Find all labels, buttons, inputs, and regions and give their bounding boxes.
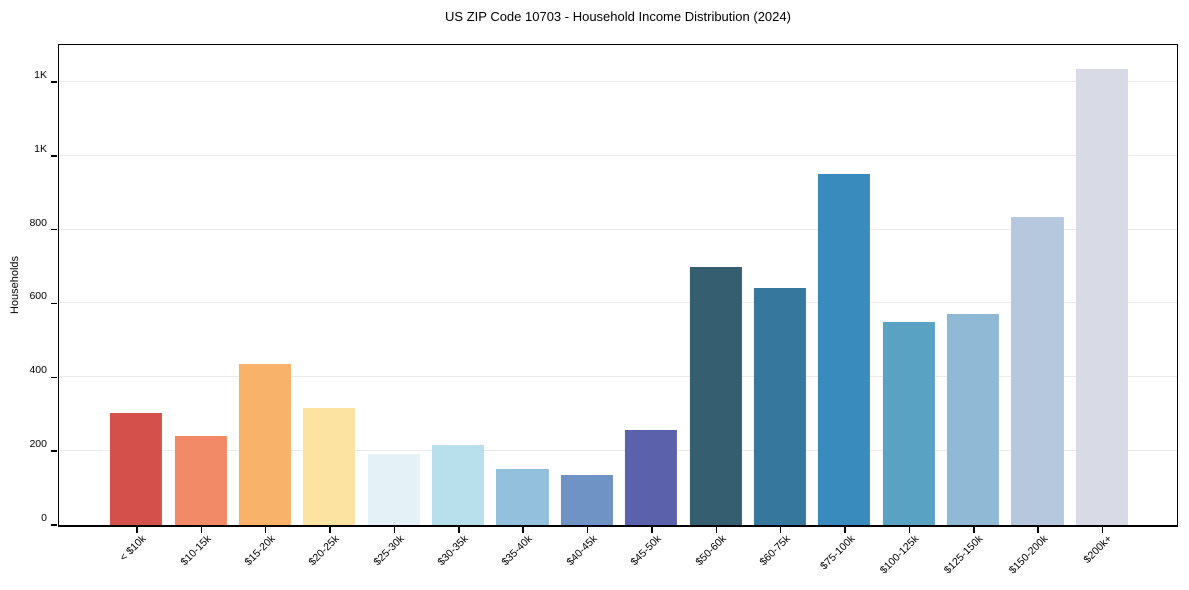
x-tick-mark [586,527,589,533]
y-tick-mark [51,376,57,379]
bar [753,288,807,525]
bar-slot: $60-75k [748,45,812,568]
bar-slot: $100-125k [877,45,941,576]
x-tick-mark [393,527,396,533]
y-tick-mark [51,450,57,452]
bar-slot: $10-15k [168,45,232,568]
gridline [59,228,1177,230]
bar [431,444,485,525]
bar-slot: $30-35k [426,45,490,568]
x-tick-label: $100-125k [877,532,922,577]
y-tick-label: 600 [29,290,47,303]
x-tick-mark [522,527,524,533]
bar [818,174,871,525]
gridline [59,154,1177,156]
y-tick-label: 200 [29,438,47,451]
bar [238,363,292,525]
bar-slot: $75-100k [812,45,876,572]
x-tick-label: $30-35k [435,532,471,569]
bar [882,321,935,525]
bar-slot: $150-200k [1005,45,1069,576]
y-tick-mark [51,524,57,526]
bar [946,314,1000,525]
bar [174,436,227,525]
bar [1011,216,1064,525]
x-tick-mark [264,527,267,533]
x-tick-label: $10-15k [177,532,214,569]
bar [560,475,613,525]
x-tick-label: $150-200k [1006,532,1051,577]
bar [367,454,420,525]
x-tick-label: $40-45k [564,532,600,569]
bar-slot: $40-45k [555,45,619,568]
x-tick-mark [329,527,331,533]
x-tick-label: $60-75k [757,532,793,569]
x-tick-mark [779,527,782,533]
y-tick-mark [51,302,57,305]
x-tick-label: $35-40k [499,532,536,569]
x-tick-label: $45-50k [628,532,664,569]
y-tick-label: 1K [34,68,47,81]
y-tick-label: 0 [41,512,47,524]
x-tick-mark [1101,527,1104,533]
x-tick-mark [1037,527,1039,533]
gridline [59,80,1177,82]
x-tick-label: $50-60k [692,532,729,569]
x-tick-label: $125-150k [942,532,986,577]
bar-slot: $200k+ [1070,45,1134,566]
x-tick-mark [715,527,718,533]
x-tick-label: $200k+ [1081,532,1115,566]
x-tick-label: $25-30k [371,532,407,569]
x-tick-mark [200,527,203,533]
y-tick-label: 1K [34,142,47,155]
x-tick-mark [908,527,911,533]
x-tick-label: $15-20k [242,532,278,569]
bar-slot: $20-25k [297,45,361,568]
bar-slot: $125-150k [941,45,1005,576]
bar-slot: $15-20k [233,45,297,568]
bar [496,469,549,525]
gridline [59,450,1177,452]
gridline [59,376,1177,378]
y-tick-label: 400 [29,364,47,377]
bar [110,412,163,525]
y-tick-label: 800 [29,216,47,229]
bar [625,430,678,525]
bar-slot: $35-40k [490,45,554,568]
bar-slot: $50-60k [683,45,747,568]
y-tick-mark [51,228,57,231]
bar [689,266,742,525]
y-tick-mark [51,81,57,83]
x-tick-mark [844,527,846,533]
x-tick-label: $20-25k [306,532,343,569]
y-axis-label: Households [9,255,21,315]
bar-slot: < $10k [104,45,168,564]
y-tick-mark [51,155,57,157]
gridline [59,302,1177,304]
x-tick-label: < $10k [117,532,149,564]
x-tick-mark [136,527,138,533]
x-tick-label: $75-100k [817,532,858,573]
bars-row: < $10k $10-15k $15-20k $20-25k $25-30k $30-35… [59,45,1177,576]
bar-slot: $25-30k [362,45,426,568]
bar [303,408,356,525]
x-tick-mark [651,527,653,533]
plot-area: 0 200 400 600 800 1K 1K < $10k $10-15k $15-20k $2… [29,44,1178,576]
chart-title: US ZIP Code 10703 - Household Income Dis… [445,9,791,24]
x-tick-mark [973,527,975,533]
bar [1075,69,1128,525]
x-tick-mark [458,527,460,533]
bar-slot: $45-50k [619,45,683,568]
